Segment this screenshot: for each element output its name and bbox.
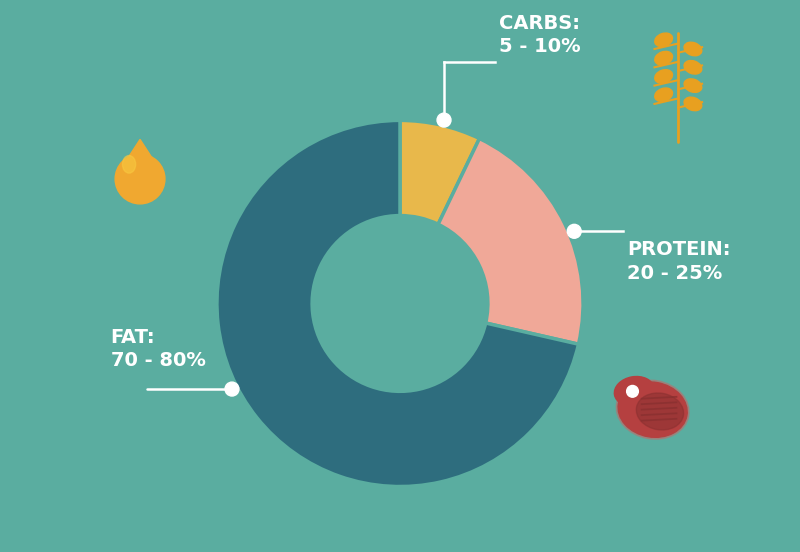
Circle shape	[225, 382, 239, 396]
Wedge shape	[217, 120, 578, 486]
Ellipse shape	[654, 33, 673, 46]
Ellipse shape	[654, 70, 673, 83]
Polygon shape	[121, 140, 159, 169]
Ellipse shape	[684, 61, 702, 74]
Text: CARBS:
5 - 10%: CARBS: 5 - 10%	[499, 14, 581, 56]
Ellipse shape	[122, 156, 136, 173]
Circle shape	[626, 385, 638, 397]
Ellipse shape	[614, 376, 654, 406]
Ellipse shape	[684, 97, 702, 111]
Wedge shape	[438, 139, 583, 344]
Circle shape	[115, 154, 165, 204]
Ellipse shape	[684, 79, 702, 92]
Ellipse shape	[118, 161, 139, 190]
Ellipse shape	[684, 42, 702, 56]
Ellipse shape	[654, 88, 673, 102]
Text: FAT:
70 - 80%: FAT: 70 - 80%	[110, 327, 206, 370]
Ellipse shape	[636, 393, 684, 430]
Ellipse shape	[616, 380, 689, 439]
Ellipse shape	[618, 382, 687, 437]
Circle shape	[437, 113, 451, 127]
Text: PROTEIN:
20 - 25%: PROTEIN: 20 - 25%	[627, 241, 730, 283]
Wedge shape	[400, 120, 479, 224]
Circle shape	[567, 224, 581, 238]
Ellipse shape	[654, 51, 673, 65]
